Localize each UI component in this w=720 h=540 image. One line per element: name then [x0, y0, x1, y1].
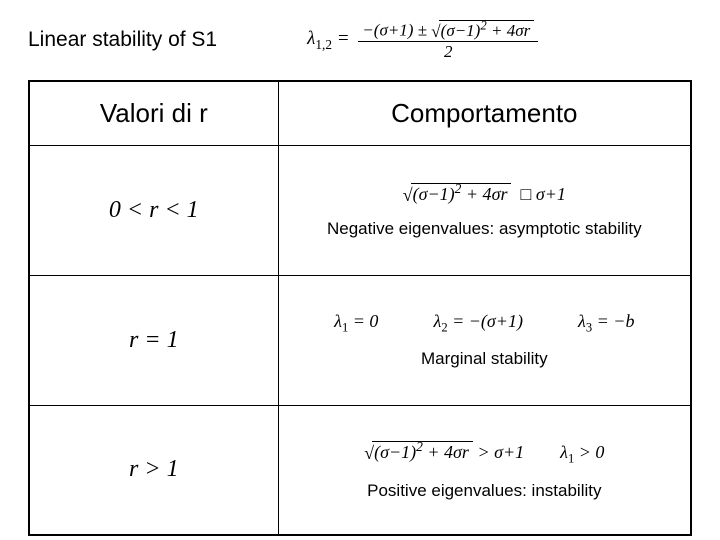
r-value: r = 1: [129, 327, 179, 353]
row2-formulas: λ1 = 0 λ2 = −(σ+1) λ3 = −b: [287, 311, 682, 336]
lambda-subscript: 1,2: [315, 37, 332, 52]
equals: =: [332, 28, 354, 49]
header-left: Valori di r: [29, 81, 278, 146]
table-row: r > 1 (σ−1)2 + 4σr > σ+1 λ1 > 0 Positive…: [29, 405, 691, 535]
r-value: 0 < r < 1: [109, 197, 199, 223]
stability-table: Valori di r Comportamento 0 < r < 1 (σ−1…: [28, 80, 692, 537]
page-title: Linear stability of S1: [28, 28, 217, 52]
row1-formula: (σ−1)2 + 4σr □ σ+1: [287, 181, 682, 205]
header-right: Comportamento: [278, 81, 691, 146]
table-row: 0 < r < 1 (σ−1)2 + 4σr □ σ+1 Negative ei…: [29, 145, 691, 275]
row2-caption: Marginal stability: [287, 349, 682, 369]
r-value: r > 1: [129, 456, 179, 482]
table-row: r = 1 λ1 = 0 λ2 = −(σ+1) λ3 = −b Margina…: [29, 275, 691, 405]
eigenvalue-formula: λ1,2 = −(σ+1) ± (σ−1)2 + 4σr 2: [307, 18, 538, 62]
row1-caption: Negative eigenvalues: asymptotic stabili…: [287, 219, 682, 239]
row3-formula: (σ−1)2 + 4σr > σ+1 λ1 > 0: [287, 439, 682, 467]
row3-caption: Positive eigenvalues: instability: [287, 481, 682, 501]
formula-denominator: 2: [440, 42, 457, 62]
